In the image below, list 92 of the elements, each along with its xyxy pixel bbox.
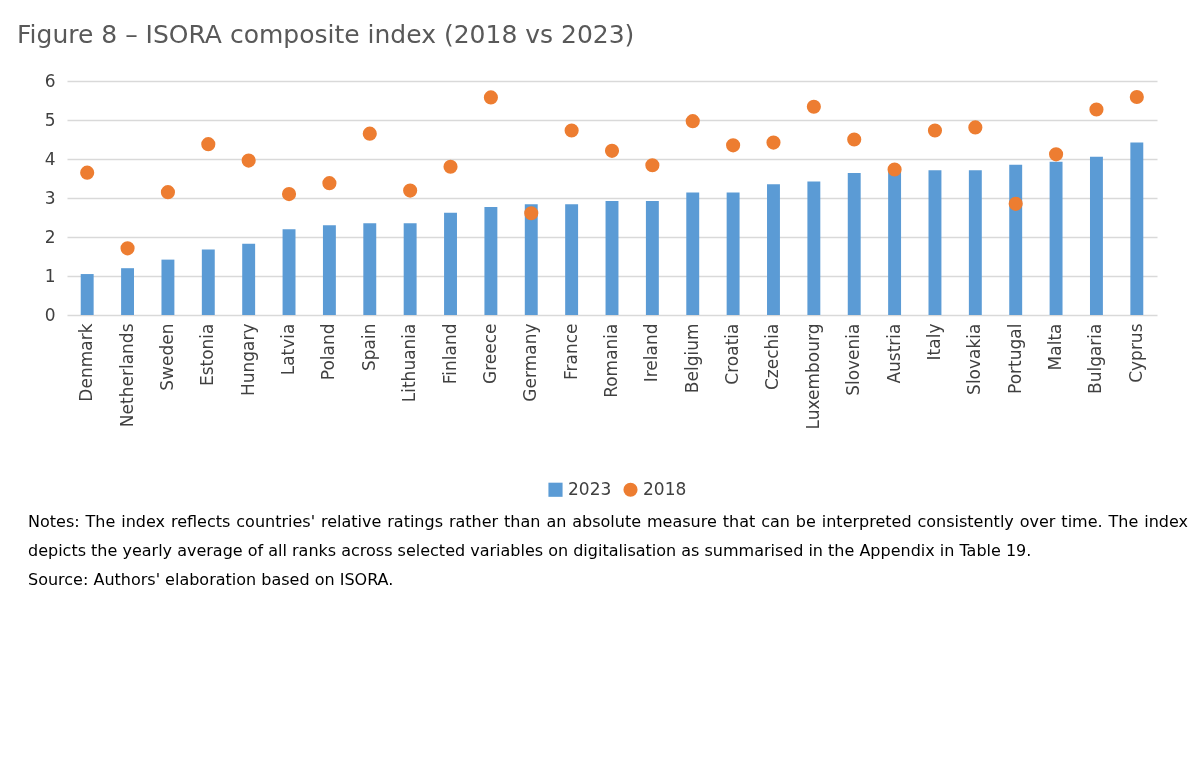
bar (242, 243, 256, 315)
bar (686, 192, 700, 315)
point (1049, 147, 1064, 162)
x-tick-label: Latvia (278, 323, 299, 376)
point (483, 90, 498, 105)
bar (1130, 142, 1144, 315)
text: Notes: The index reflects countries' relative ratings rather than an absolute measure that can be interpreted consistently over time. The index depicts the yearly average of all ranks across selected variables on digitalisation as summarised in the Appendix in Table 19. (28, 511, 1188, 562)
point (362, 126, 377, 141)
bar (403, 223, 417, 315)
y-tick-label: 1 (44, 265, 56, 286)
y-tick-label: 2 (44, 226, 56, 247)
x-tick-label: Luxembourg (802, 323, 823, 430)
bar (605, 201, 619, 315)
point (241, 153, 256, 168)
x-tick-label: Ireland (641, 323, 662, 383)
point (160, 185, 175, 200)
x-tick-label: Hungary (237, 323, 258, 397)
y-tick-label: 5 (44, 109, 56, 130)
x-tick-label: Croatia (722, 323, 743, 385)
bar (1009, 164, 1023, 315)
legend-label: 2018 (643, 478, 687, 499)
y-tick-label: 6 (44, 70, 56, 91)
bar (322, 225, 336, 315)
point (927, 123, 943, 138)
point (685, 114, 700, 129)
bar (968, 170, 982, 315)
point (443, 159, 458, 174)
bar (767, 184, 780, 315)
x-tick-label: Lithuania (399, 323, 420, 403)
bar (807, 181, 821, 315)
source-note: Source: Authors' elaboration based on ISORA. (28, 569, 395, 591)
x-tick-label: Slovenia (843, 323, 864, 396)
x-tick-label: Denmark (76, 323, 97, 402)
x-tick-label: Portugal (1004, 323, 1025, 394)
point (847, 132, 862, 147)
y-tick-label: 4 (44, 148, 56, 169)
x-tick-label: Bulgaria (1085, 323, 1106, 394)
point (1129, 89, 1144, 105)
chart-title: Figure 8 – ISORA composite index (2018 vs 2023) (17, 20, 635, 49)
point (604, 143, 620, 158)
bar (161, 259, 175, 315)
bar (121, 268, 135, 315)
point (524, 206, 539, 221)
point (645, 158, 660, 173)
bar (444, 212, 457, 315)
x-tick-label: Finland (439, 323, 460, 385)
x-tick-label: France (560, 323, 581, 381)
legend-label: 2023 (568, 478, 612, 499)
point (403, 183, 418, 198)
point (1089, 102, 1104, 117)
point (201, 137, 216, 152)
x-tick-label: Czechia (762, 323, 783, 391)
bar (847, 173, 861, 315)
bar (1049, 161, 1063, 315)
x-tick-label: Belgium (681, 323, 702, 394)
x-tick-label: Poland (318, 323, 339, 381)
point (281, 187, 297, 202)
bar (1089, 156, 1103, 315)
x-tick-label: Estonia (197, 323, 218, 387)
x-tick-label: Greece (479, 323, 500, 385)
point (120, 241, 135, 256)
bar (363, 223, 377, 315)
bar (565, 204, 579, 315)
point (726, 138, 741, 153)
point (968, 120, 983, 135)
bar (282, 229, 296, 315)
point (887, 162, 902, 177)
x-tick-label: Austria (883, 323, 904, 384)
point (806, 99, 821, 114)
x-tick-label: Netherlands (116, 323, 137, 428)
x-tick-label: Romania (601, 323, 621, 398)
point (766, 135, 781, 150)
x-tick-label: Sweden (156, 323, 177, 391)
x-tick-label: Cyprus (1125, 323, 1146, 383)
point (1008, 196, 1023, 211)
x-tick-label: Germany (520, 323, 541, 402)
x-tick-label: Italy (923, 323, 944, 361)
bar (80, 274, 94, 315)
bar (645, 201, 659, 315)
x-tick-label: Spain (358, 323, 379, 371)
x-tick-label: Slovakia (964, 323, 985, 395)
bar (888, 171, 902, 315)
bar (484, 206, 498, 315)
bar (201, 249, 215, 315)
point (322, 176, 337, 191)
y-tick-label: 0 (44, 304, 56, 325)
point (80, 165, 95, 180)
y-tick-label: 3 (44, 187, 56, 208)
x-tick-label: Malta (1045, 323, 1066, 371)
point (564, 123, 579, 138)
bar (928, 170, 942, 315)
bar (726, 192, 740, 315)
